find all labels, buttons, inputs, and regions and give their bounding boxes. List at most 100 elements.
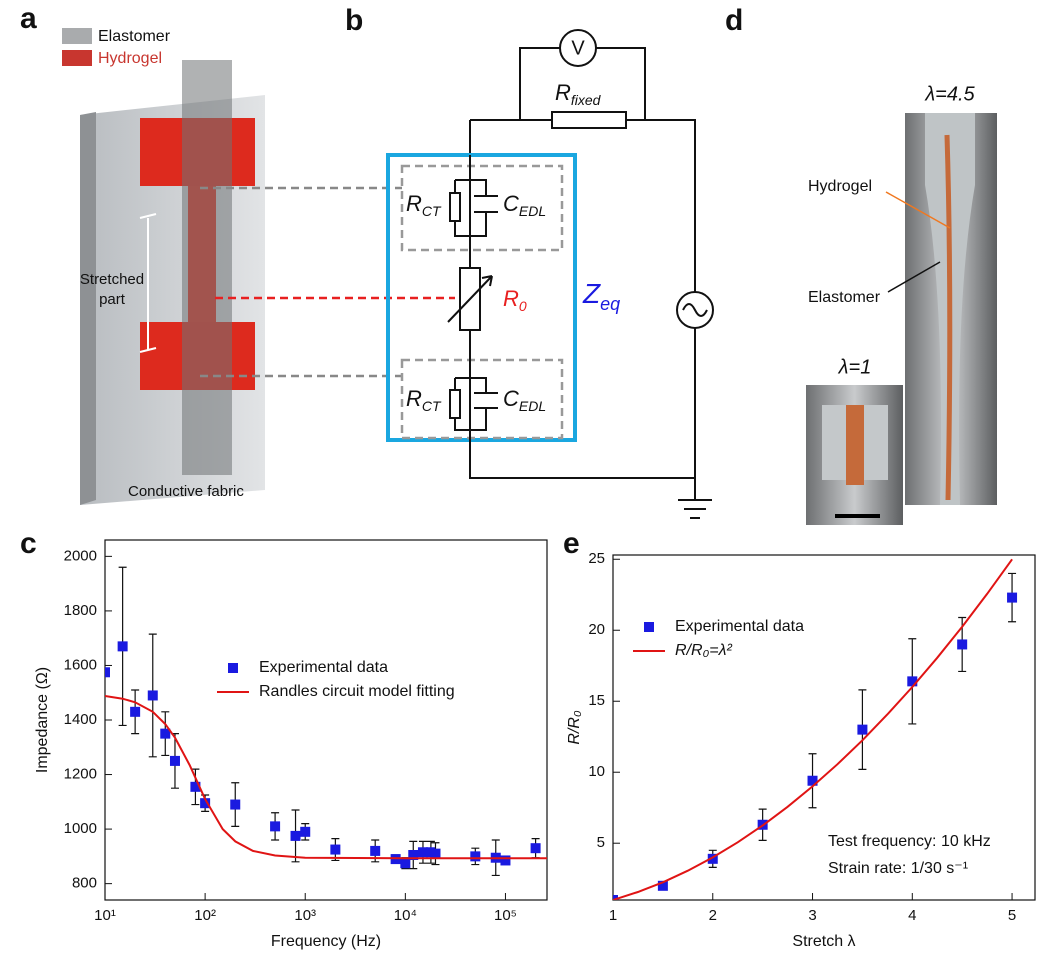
- subscript: EDL: [519, 398, 546, 414]
- marker: [130, 706, 141, 717]
- panel-label: a: [20, 2, 37, 35]
- pointer: [887, 261, 941, 293]
- panel-a: a Elastomer Hydrogel Stretched part Cond…: [20, 2, 455, 505]
- marker: [190, 781, 201, 792]
- x-tick-label: 10²: [194, 907, 216, 924]
- x-tick-label: 3: [808, 907, 816, 924]
- panel-d: d λ=4.5 Hydrogel Elastomer λ=1: [725, 4, 997, 525]
- wire: [454, 155, 487, 478]
- marker: [160, 728, 171, 739]
- marker: [430, 848, 441, 859]
- x-axis-label: Frequency (Hz): [271, 933, 381, 950]
- annotation: λ=4.5: [924, 83, 975, 105]
- marker: [417, 847, 428, 858]
- marker: [470, 851, 481, 862]
- capacitor: [474, 195, 498, 213]
- marker: [200, 798, 211, 809]
- marker: [330, 844, 341, 855]
- component-label: R0: [503, 286, 527, 314]
- fit-line: [613, 558, 1013, 900]
- y-tick-label: 1200: [64, 766, 97, 783]
- symbol: R: [406, 386, 422, 411]
- symbol: R: [555, 80, 571, 105]
- y-axis-label: R/R₀: [566, 710, 583, 745]
- x-tick-label: 5: [1008, 907, 1016, 924]
- component-label: RCT: [406, 191, 442, 219]
- annotation: Test frequency: 10 kHz: [828, 833, 991, 850]
- legend-label: Experimental data: [675, 618, 804, 635]
- subscript: fixed: [571, 92, 602, 108]
- ac-symbol: [682, 303, 708, 317]
- component-label: Rfixed: [555, 80, 602, 108]
- x-axis-label: Stretch λ: [792, 933, 855, 950]
- subscript: 0: [519, 298, 527, 314]
- y-tick-label: 1600: [64, 656, 97, 673]
- chart: 10¹ 10² 10³ 10⁴ 10⁵ 800 1000 1200 1400 1600 1800 20…: [34, 539, 548, 950]
- symbol: R: [406, 191, 422, 216]
- annotation: Stretched: [80, 271, 144, 288]
- x-tick-label: 1: [609, 907, 617, 924]
- plot-frame: [612, 554, 1036, 901]
- legend-label: Elastomer: [98, 28, 171, 45]
- legend-swatch: [62, 50, 92, 66]
- marker: [500, 855, 511, 866]
- symbol: C: [503, 386, 519, 411]
- y-tick-label: 5: [597, 834, 605, 851]
- panel-label: b: [345, 4, 363, 37]
- symbol: Z: [582, 278, 601, 309]
- annotation: Elastomer: [808, 289, 881, 306]
- marker: [907, 676, 918, 687]
- plot-frame: [104, 539, 548, 901]
- y-tick-label: 800: [72, 875, 97, 892]
- x-tick-label: 10⁴: [394, 907, 417, 924]
- fit-line: [105, 695, 547, 860]
- marker: [147, 690, 158, 701]
- annotation: Strain rate: 1/30 s⁻¹: [828, 860, 968, 877]
- capacitor: [474, 392, 498, 409]
- legend-label: R/R₀=λ²: [675, 642, 733, 659]
- component-label: CEDL: [503, 191, 546, 219]
- marker: [707, 853, 718, 864]
- x-tick-label: 4: [908, 907, 916, 924]
- hydrogel-photo: [944, 134, 953, 501]
- x-tick-label: 10⁵: [494, 907, 517, 924]
- x-tick-label: 2: [709, 907, 717, 924]
- annotation: part: [99, 291, 126, 308]
- legend-marker: [644, 622, 654, 632]
- resistor: [551, 111, 627, 129]
- y-tick-label: 2000: [64, 547, 97, 564]
- panel-label: c: [20, 527, 37, 560]
- rc-box: [400, 358, 564, 440]
- marker: [117, 641, 128, 652]
- marker: [613, 895, 618, 900]
- marker: [807, 775, 818, 786]
- hydrogel-photo: [846, 405, 864, 485]
- y-tick-label: 1800: [64, 602, 97, 619]
- wire: [469, 47, 712, 519]
- chart: 1 2 3 4 5 5 10 15 20 25 Stretch λ R/R₀ Experimental …: [566, 550, 1036, 950]
- x-tick-label: 10³: [294, 907, 316, 924]
- panel-b: b V Rfixed RCT CEDL RCT CEDL R0 Zeq: [345, 4, 714, 519]
- legend-swatch: [62, 28, 92, 44]
- arrow: [139, 347, 157, 353]
- component-label: Zeq: [582, 278, 620, 313]
- symbol: R: [503, 286, 519, 311]
- x-tick-label: 10¹: [94, 907, 116, 924]
- marker: [230, 799, 241, 810]
- marker: [400, 858, 411, 869]
- marker: [370, 845, 381, 856]
- subscript: CT: [422, 203, 442, 219]
- marker: [300, 826, 311, 837]
- conductive-fabric: [182, 60, 232, 475]
- annotation: λ=1: [838, 356, 872, 378]
- marker: [290, 830, 301, 841]
- panel-label: e: [563, 527, 580, 560]
- symbol: C: [503, 191, 519, 216]
- legend-label: Experimental data: [259, 659, 388, 676]
- y-axis-label: Impedance (Ω): [34, 667, 51, 773]
- y-tick-label: 15: [588, 692, 605, 709]
- resistor: [449, 389, 461, 419]
- ac-source: [676, 291, 714, 329]
- legend-label: Randles circuit model fitting: [259, 683, 455, 700]
